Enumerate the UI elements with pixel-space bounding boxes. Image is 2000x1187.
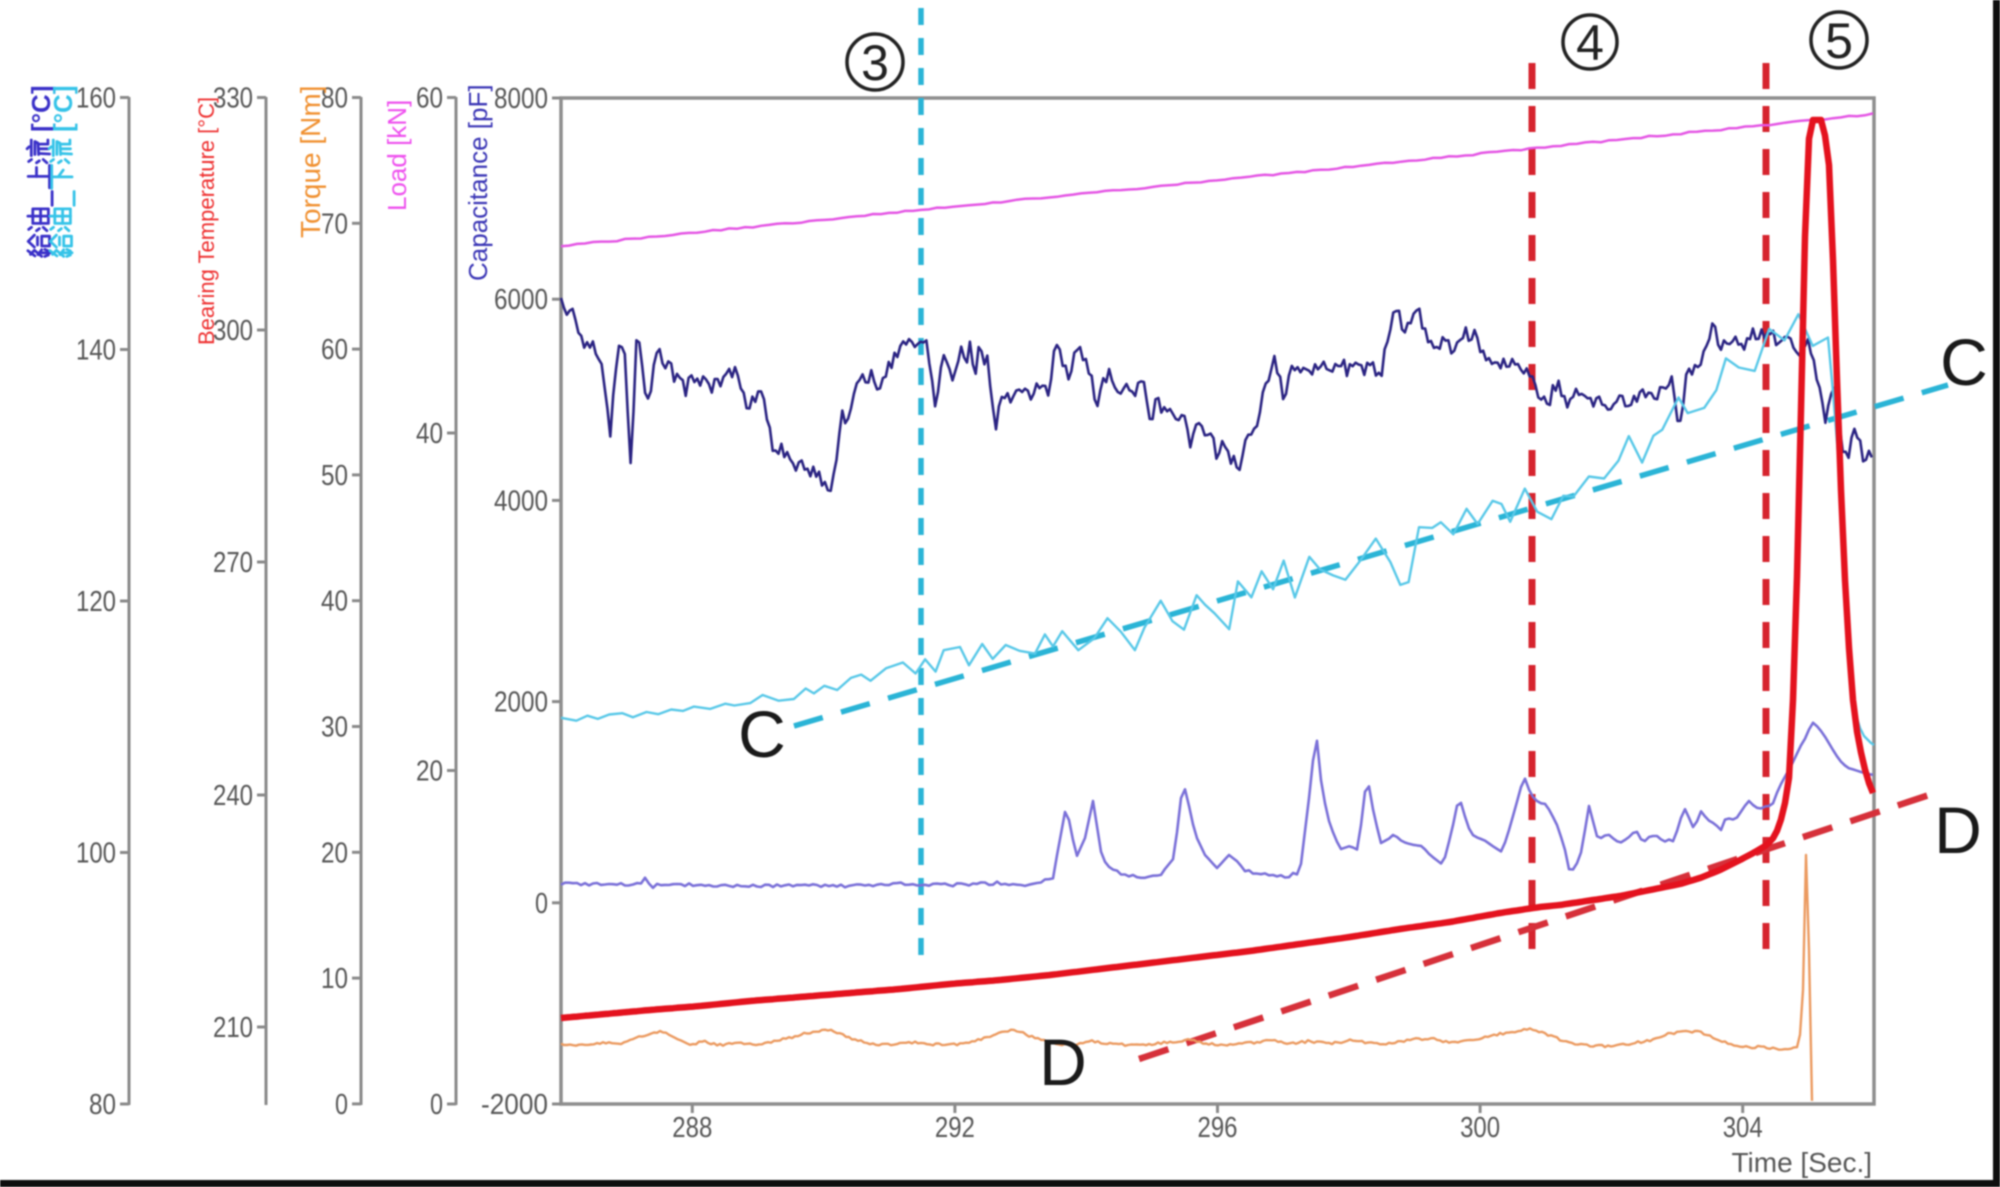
- svg-text:140: 140: [76, 335, 116, 367]
- svg-text:270: 270: [213, 547, 253, 579]
- svg-text:60: 60: [321, 334, 348, 366]
- svg-text:C: C: [1940, 325, 1988, 399]
- svg-text:288: 288: [672, 1112, 712, 1144]
- svg-text:0: 0: [535, 888, 548, 920]
- svg-text:3: 3: [861, 35, 889, 91]
- svg-text:[°C]: [°C]: [48, 86, 78, 133]
- svg-text:210: 210: [213, 1012, 253, 1044]
- svg-text:4000: 4000: [494, 485, 548, 517]
- svg-text:60: 60: [416, 83, 443, 115]
- svg-text:4: 4: [1576, 15, 1604, 71]
- svg-text:C: C: [738, 697, 786, 771]
- svg-text:30: 30: [321, 712, 348, 744]
- svg-text:300: 300: [213, 315, 253, 347]
- svg-text:20: 20: [416, 756, 443, 788]
- svg-text:6000: 6000: [494, 284, 548, 316]
- svg-text:80: 80: [321, 83, 348, 115]
- svg-text:70: 70: [321, 208, 348, 240]
- svg-text:Bearing Temperature [°C]: Bearing Temperature [°C]: [194, 97, 219, 345]
- svg-text:2000: 2000: [494, 687, 548, 719]
- svg-text:D: D: [1934, 793, 1982, 867]
- svg-text:Time [Sec.]: Time [Sec.]: [1731, 1147, 1872, 1178]
- svg-text:330: 330: [213, 83, 253, 115]
- svg-text:0: 0: [430, 1089, 443, 1121]
- svg-text:Torque [Nm]: Torque [Nm]: [295, 86, 326, 239]
- svg-text:300: 300: [1460, 1112, 1500, 1144]
- svg-text:[°C]: [°C]: [26, 86, 56, 133]
- svg-text:D: D: [1039, 1025, 1087, 1099]
- svg-text:0: 0: [335, 1089, 348, 1121]
- svg-text:40: 40: [321, 586, 348, 618]
- svg-text:240: 240: [213, 780, 253, 812]
- svg-text:Load [kN]: Load [kN]: [382, 100, 412, 211]
- svg-text:120: 120: [76, 586, 116, 618]
- svg-text:8000: 8000: [494, 83, 548, 115]
- svg-text:20: 20: [321, 837, 348, 869]
- svg-text:5: 5: [1825, 13, 1853, 69]
- svg-text:40: 40: [416, 418, 443, 450]
- svg-text:-2000: -2000: [481, 1089, 548, 1121]
- svg-text:304: 304: [1723, 1112, 1763, 1144]
- svg-text:10: 10: [321, 963, 348, 995]
- svg-text:160: 160: [76, 83, 116, 115]
- svg-text:296: 296: [1198, 1112, 1238, 1144]
- svg-text:292: 292: [935, 1112, 975, 1144]
- svg-text:50: 50: [321, 460, 348, 492]
- svg-text:Capacitance [pF]: Capacitance [pF]: [463, 84, 493, 281]
- svg-text:80: 80: [89, 1089, 116, 1121]
- svg-text:100: 100: [76, 838, 116, 870]
